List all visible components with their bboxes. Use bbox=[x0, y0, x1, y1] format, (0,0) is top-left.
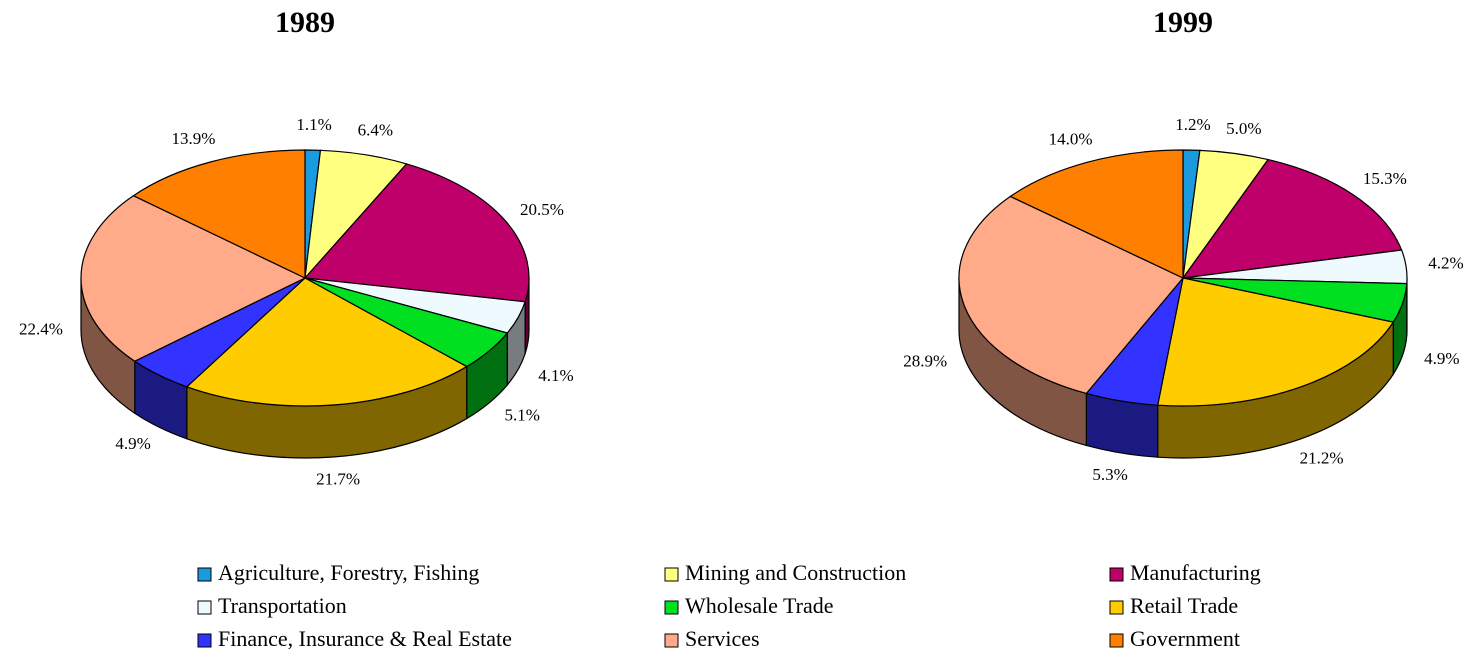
data-label: 4.2% bbox=[1428, 254, 1463, 273]
slice bbox=[1181, 158, 1403, 279]
slice bbox=[303, 163, 530, 303]
slice bbox=[1009, 149, 1184, 279]
slice bbox=[185, 277, 468, 407]
data-label: 5.1% bbox=[505, 405, 540, 424]
data-label: 1.2% bbox=[1175, 115, 1210, 134]
legend-swatch bbox=[1109, 567, 1124, 582]
slice bbox=[958, 195, 1184, 395]
legend-swatch bbox=[197, 567, 212, 582]
legend-label: Wholesale Trade bbox=[685, 593, 833, 618]
legend-label: Transportation bbox=[218, 593, 347, 618]
data-label: 13.9% bbox=[171, 129, 215, 148]
data-label: 1.1% bbox=[296, 115, 331, 134]
legend-swatch bbox=[197, 600, 212, 615]
data-label: 5.0% bbox=[1226, 119, 1261, 138]
legend-label: Manufacturing bbox=[1130, 560, 1261, 585]
data-label: 4.9% bbox=[1424, 349, 1459, 368]
data-label: 20.5% bbox=[520, 200, 564, 219]
data-label: 21.2% bbox=[1300, 448, 1344, 467]
data-label: 28.9% bbox=[903, 352, 947, 371]
data-label: 5.3% bbox=[1092, 465, 1127, 484]
chart-title: 1999 bbox=[1153, 6, 1213, 39]
legend-label: Government bbox=[1130, 626, 1240, 651]
legend-label: Retail Trade bbox=[1130, 593, 1238, 618]
legend-label: Mining and Construction bbox=[685, 560, 906, 585]
data-label: 4.1% bbox=[538, 366, 573, 385]
slice bbox=[132, 149, 306, 279]
chart-title: 1989 bbox=[275, 6, 335, 39]
data-label: 22.4% bbox=[19, 320, 63, 339]
slice bbox=[80, 195, 307, 362]
data-label: 21.7% bbox=[316, 470, 360, 489]
data-label: 4.9% bbox=[115, 434, 150, 453]
data-label: 15.3% bbox=[1363, 169, 1407, 188]
legend-swatch bbox=[1109, 633, 1124, 648]
data-label: 14.0% bbox=[1049, 129, 1093, 148]
legend-swatch bbox=[664, 567, 679, 582]
legend-swatch bbox=[1109, 600, 1124, 615]
legend-label: Agriculture, Forestry, Fishing bbox=[218, 560, 479, 585]
slice bbox=[1156, 277, 1395, 407]
legend-swatch bbox=[197, 633, 212, 648]
legend-label: Services bbox=[685, 626, 760, 651]
legend-swatch bbox=[664, 633, 679, 648]
data-label: 6.4% bbox=[358, 120, 393, 139]
legend-swatch bbox=[664, 600, 679, 615]
legend-label: Finance, Insurance & Real Estate bbox=[218, 626, 512, 651]
